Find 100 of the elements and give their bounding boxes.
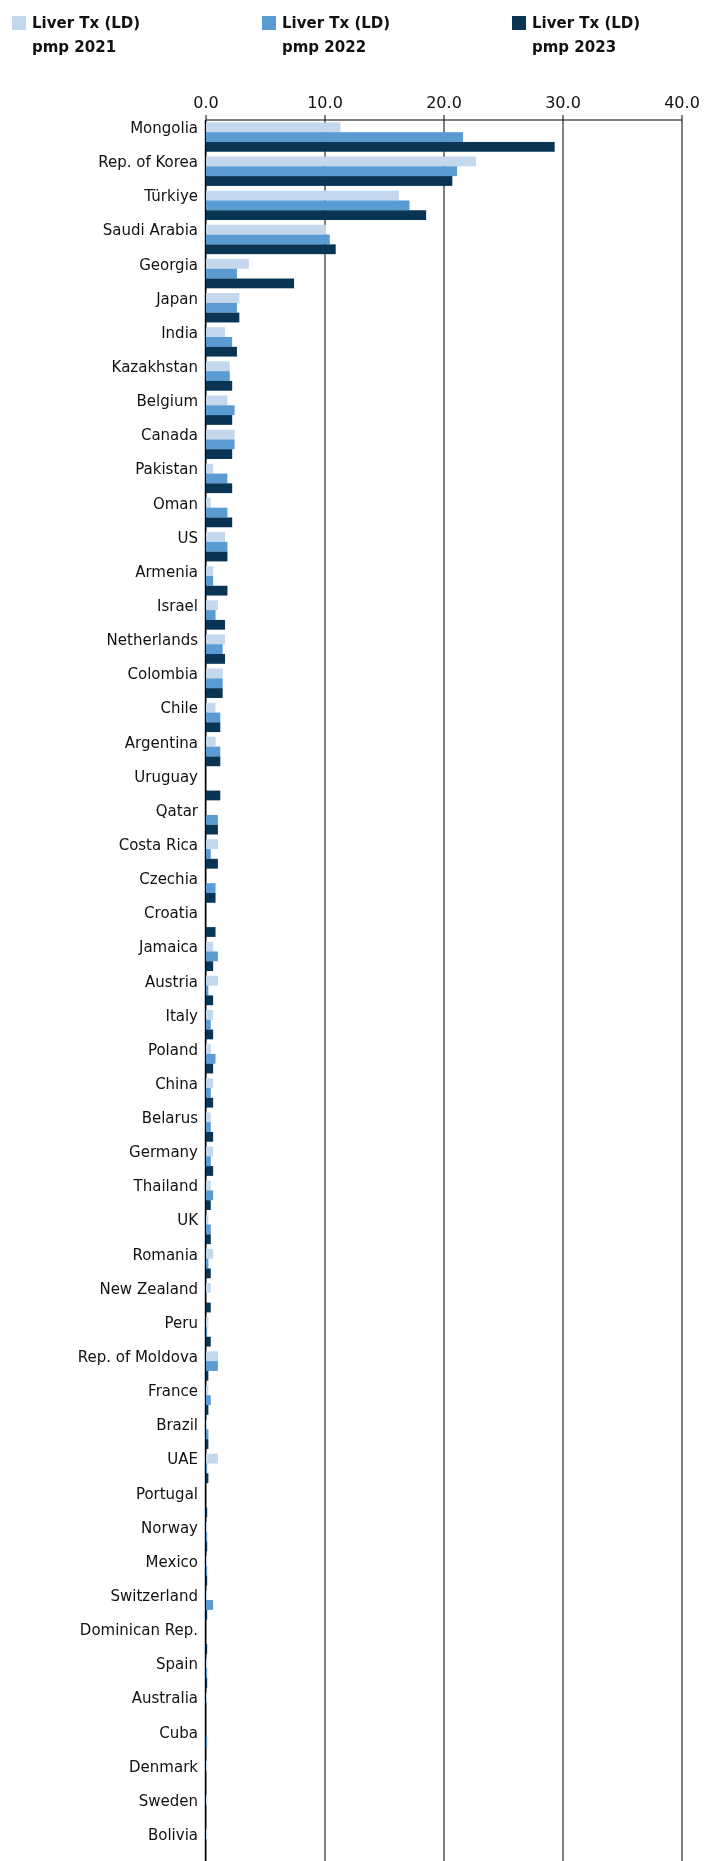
bar <box>206 678 223 689</box>
y-tick-label: Colombia <box>127 665 198 684</box>
y-tick-label: Thailand <box>132 1177 198 1196</box>
bar <box>206 337 233 347</box>
y-tick-label: Jamaica <box>137 938 198 957</box>
bar <box>206 1009 214 1020</box>
y-tick-label: Armenia <box>135 562 198 581</box>
bar <box>206 1053 216 1064</box>
y-tick-label: Denmark <box>129 1757 199 1776</box>
bar <box>206 1156 211 1167</box>
bar <box>206 951 218 962</box>
bar <box>206 224 327 235</box>
bar <box>206 1146 214 1157</box>
bar <box>206 600 218 611</box>
y-tick-label: Croatia <box>144 904 198 923</box>
bar <box>206 566 214 576</box>
bar <box>206 1078 214 1089</box>
y-tick-label: Sweden <box>138 1791 198 1810</box>
y-tick-label: Austria <box>145 972 198 991</box>
bar <box>206 712 221 723</box>
bar <box>206 1063 214 1074</box>
bar <box>206 415 233 425</box>
y-tick-label: Bolivia <box>147 1825 198 1844</box>
bar <box>206 132 464 142</box>
bar <box>206 668 223 679</box>
y-tick-label: New Zealand <box>99 1279 198 1298</box>
bar <box>206 654 226 664</box>
bar <box>206 268 237 279</box>
legend-label: Liver Tx (LD) pmp 2021 <box>32 14 141 56</box>
bar <box>206 575 214 586</box>
bar <box>206 1019 211 1030</box>
bar <box>206 141 555 152</box>
bar <box>206 473 228 484</box>
bar <box>206 483 233 494</box>
x-tick-label: 10.0 <box>307 93 343 112</box>
y-tick-label: Kazakhstan <box>111 358 198 377</box>
bar <box>206 234 330 245</box>
bar <box>206 439 235 450</box>
bar <box>206 346 237 357</box>
y-tick-label: Japan <box>155 289 198 308</box>
y-tick-label: Uruguay <box>134 767 199 786</box>
bar <box>206 1453 218 1464</box>
bar <box>206 293 240 303</box>
bar <box>206 1097 214 1108</box>
y-tick-label: China <box>155 1074 198 1093</box>
bar <box>206 551 228 562</box>
y-tick-label: Switzerland <box>110 1586 198 1605</box>
bar <box>206 258 249 269</box>
bar <box>206 517 233 528</box>
bar <box>206 210 427 221</box>
x-tick-label: 30.0 <box>545 93 581 112</box>
y-tick-label: Canada <box>140 426 198 445</box>
y-tick-label: Belgium <box>136 392 198 411</box>
bar <box>206 278 295 289</box>
y-tick-label: Costa Rica <box>118 835 198 854</box>
bar <box>206 839 218 850</box>
y-tick-label: India <box>161 323 198 342</box>
legend-label: Liver Tx (LD) pmp 2022 <box>282 14 391 56</box>
bar <box>206 244 336 255</box>
y-tick-label: UAE <box>167 1450 198 1469</box>
y-tick-label: Israel <box>157 596 198 615</box>
y-tick-label: Mongolia <box>130 119 198 138</box>
bar <box>206 1088 211 1098</box>
bar <box>206 497 211 508</box>
bar <box>206 634 226 645</box>
y-tick-label: Dominican Rep. <box>79 1621 198 1640</box>
y-tick-label: Brazil <box>156 1416 198 1435</box>
y-tick-label: Romania <box>132 1245 198 1264</box>
bar <box>206 156 477 167</box>
y-tick-label: Türkiye <box>143 187 198 206</box>
y-tick-label: Mexico <box>145 1552 198 1571</box>
bar <box>206 1122 211 1132</box>
bar <box>206 507 228 518</box>
bar <box>206 610 216 620</box>
bar <box>206 702 216 713</box>
y-tick-label: Italy <box>165 1006 199 1025</box>
y-tick-label: Netherlands <box>106 631 199 650</box>
y-tick-label: Belarus <box>141 1109 199 1128</box>
bar <box>206 814 218 825</box>
bar <box>206 1190 214 1201</box>
bar <box>206 176 453 186</box>
bar <box>206 1029 214 1040</box>
x-tick-label: 40.0 <box>664 93 700 112</box>
bar <box>206 1600 214 1610</box>
bar <box>206 1395 211 1406</box>
bar <box>206 1131 214 1142</box>
bar <box>206 371 230 381</box>
bar <box>206 1283 211 1293</box>
bar <box>206 405 235 416</box>
y-tick-label: UK <box>177 1211 200 1230</box>
bar <box>206 927 216 937</box>
y-tick-label: Chile <box>160 699 198 718</box>
y-tick-label: Spain <box>156 1655 198 1674</box>
x-tick-label: 0.0 <box>193 93 219 112</box>
y-tick-label: Poland <box>147 1040 198 1059</box>
bar <box>206 361 230 372</box>
bar <box>206 395 228 406</box>
y-tick-label: Argentina <box>124 733 198 752</box>
bar <box>206 1234 211 1245</box>
bar <box>206 824 218 835</box>
